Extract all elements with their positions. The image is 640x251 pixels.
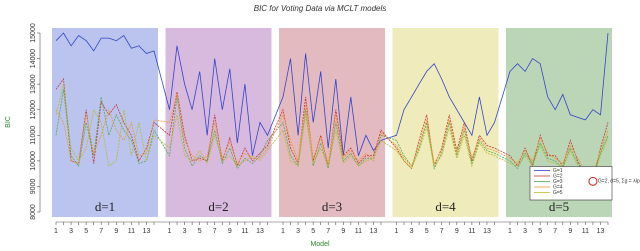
x-tick-label: 13 [483, 228, 491, 235]
panel-background [279, 28, 385, 217]
x-tick-label: 3 [69, 228, 73, 235]
panel-label: d=3 [322, 199, 342, 214]
y-tick-label: 10000 [30, 151, 37, 171]
y-tick-label: 8000 [30, 204, 37, 220]
x-tick-label: 1 [281, 228, 285, 235]
x-tick-label: 7 [99, 228, 103, 235]
y-axis-title: BIC [5, 116, 12, 128]
x-tick-label: 13 [597, 228, 605, 235]
x-tick-label: 1 [168, 228, 172, 235]
panel-background [165, 28, 272, 217]
y-tick-label: 9000 [30, 179, 37, 195]
x-tick-label: 11 [582, 228, 589, 235]
x-tick-label: 3 [183, 228, 187, 235]
y-tick-label: 11000 [30, 126, 37, 145]
panel-background [392, 28, 499, 217]
x-tick-label: 11 [128, 228, 135, 235]
y-tick-label: 14000 [30, 49, 37, 69]
y-tick-label: 13000 [30, 74, 37, 94]
x-tick-label: 5 [84, 228, 88, 235]
panel-label: d=1 [95, 199, 115, 214]
chart-title: BIC for Voting Data via MCLT models [254, 4, 387, 13]
series-line [55, 32, 609, 156]
x-tick-label: 5 [311, 228, 315, 235]
x-tick-label: 3 [523, 228, 527, 235]
x-tick-label: 7 [553, 228, 557, 235]
y-tick-label: 15000 [30, 23, 37, 43]
series-line [55, 94, 609, 175]
x-tick-label: 1 [395, 228, 399, 235]
panel-label: d=4 [435, 199, 456, 214]
series-line [55, 84, 609, 180]
x-tick-label: 11 [468, 228, 475, 235]
x-tick-label: 11 [241, 228, 248, 235]
panel-label: d=2 [208, 199, 228, 214]
panel-label: d=5 [549, 199, 569, 214]
legend-label: G=2 [553, 173, 563, 179]
annotation: G=2, d=5, Σg = λIp [598, 179, 640, 185]
x-tick-label: 7 [326, 228, 330, 235]
x-tick-label: 9 [228, 228, 232, 235]
x-tick-label: 5 [198, 228, 202, 235]
x-tick-label: 9 [568, 228, 572, 235]
x-axis-title: Model [310, 241, 330, 248]
lines [55, 32, 609, 182]
x-tick-label: 9 [114, 228, 118, 235]
y-tick-label: 12000 [30, 100, 37, 120]
panels: d=1 d=2 d=3 d=4 d=5 [52, 28, 612, 217]
x-tick-label: 3 [410, 228, 414, 235]
panel-background [52, 28, 158, 217]
x-tick-label: 13 [143, 228, 151, 235]
x-tick-label: 9 [341, 228, 345, 235]
annotation-circle [588, 176, 598, 186]
legend-label: G=5 [553, 190, 563, 196]
legend-label: G=1 [553, 168, 563, 174]
x-tick-label: 7 [213, 228, 217, 235]
x-tick-label: 7 [440, 228, 444, 235]
x-tick-label: 1 [508, 228, 512, 235]
series-line [55, 89, 609, 177]
x-tick-label: 5 [538, 228, 542, 235]
x-tick-label: 1 [54, 228, 58, 235]
x-tick-label: 5 [425, 228, 429, 235]
x-tick-label: 9 [455, 228, 459, 235]
x-tick-label: 3 [296, 228, 300, 235]
x-tick-label: 11 [355, 228, 362, 235]
x-tick-label: 13 [370, 228, 378, 235]
legend-box [529, 166, 613, 201]
legend-label: G=3 [553, 179, 563, 185]
legend-label: G=4 [553, 184, 563, 190]
x-tick-label: 13 [256, 228, 264, 235]
legend: G=1G=2G=3G=4G=5 [529, 166, 613, 201]
